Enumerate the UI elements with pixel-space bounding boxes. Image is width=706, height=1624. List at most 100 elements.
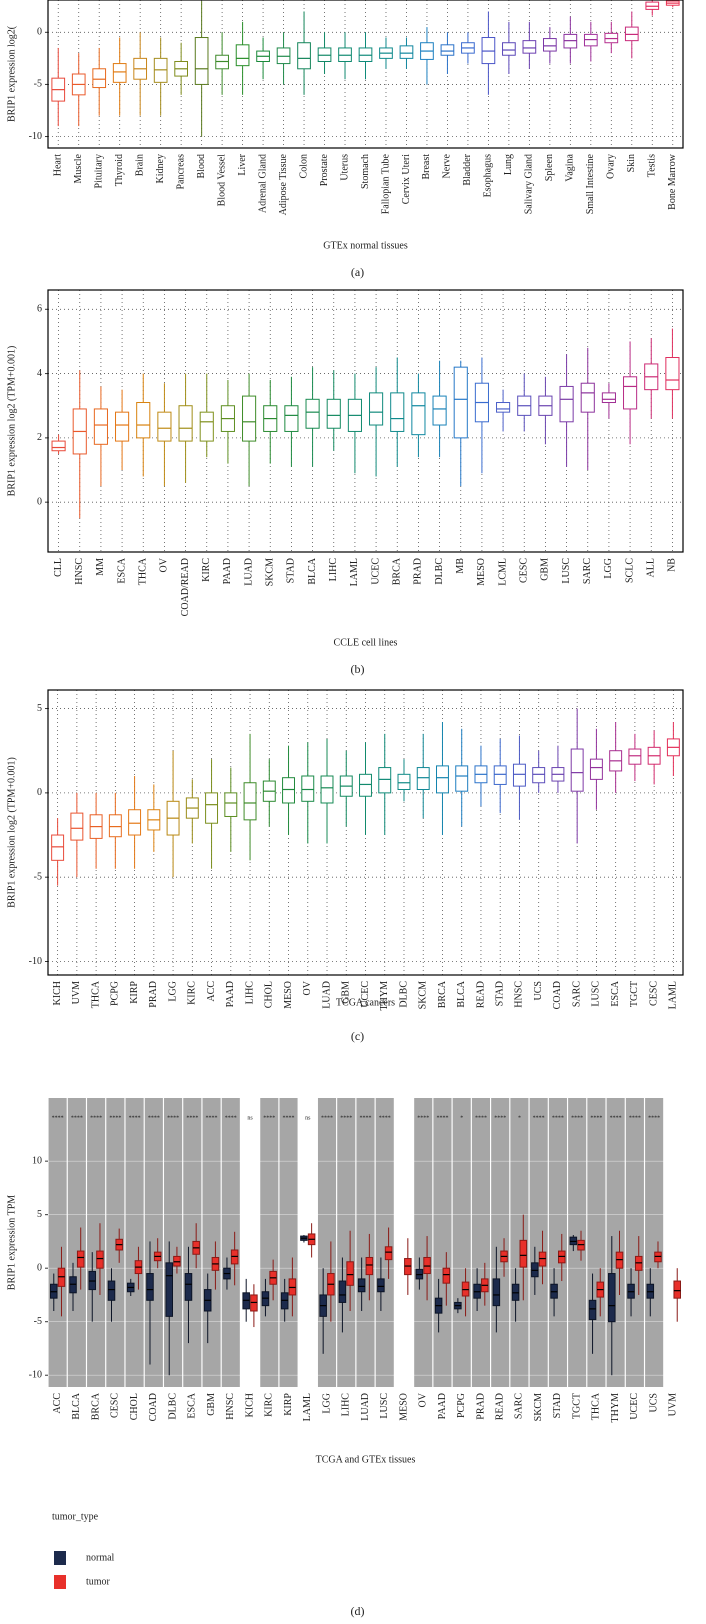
box bbox=[559, 385, 574, 423]
x-tick-label: Thyroid bbox=[114, 154, 125, 186]
box bbox=[365, 1256, 374, 1276]
significance-label: **** bbox=[475, 1115, 487, 1121]
x-tick-label: LGG bbox=[603, 558, 614, 579]
box bbox=[359, 773, 372, 797]
box bbox=[378, 767, 392, 794]
significance-label: **** bbox=[590, 1115, 602, 1121]
x-tick-label: UCS bbox=[533, 981, 544, 1000]
x-tick-label: COAD/READ bbox=[180, 558, 191, 616]
x-tick-label: UCEC bbox=[360, 981, 371, 1008]
x-axis-label: TCGA and GTEx tissues bbox=[316, 1454, 416, 1465]
box bbox=[301, 775, 315, 802]
x-tick-label: Liver bbox=[237, 153, 248, 175]
x-tick-label: MESO bbox=[283, 981, 294, 1009]
category-panel bbox=[164, 1098, 183, 1387]
x-tick-label: Nerve bbox=[442, 153, 453, 178]
box bbox=[76, 1250, 85, 1268]
box bbox=[178, 405, 193, 442]
category-panel bbox=[433, 1098, 452, 1387]
x-tick-label: HNSC bbox=[74, 558, 85, 585]
x-tick-label: HNSC bbox=[225, 1393, 236, 1420]
category-panel bbox=[106, 1098, 125, 1387]
plot-frame bbox=[47, 689, 684, 976]
box bbox=[70, 812, 84, 841]
x-tick-label: SKCM bbox=[418, 981, 429, 1009]
x-tick-label: Prostate bbox=[319, 153, 330, 186]
panel-caption: (a) bbox=[351, 265, 364, 279]
box bbox=[338, 1280, 347, 1303]
category-panel bbox=[48, 1098, 67, 1387]
category-panel bbox=[183, 1098, 202, 1387]
box bbox=[384, 1246, 393, 1261]
x-tick-label: Small Intestine bbox=[585, 153, 596, 214]
y-tick-label: 2 bbox=[37, 432, 42, 443]
x-tick-label: READ bbox=[475, 981, 486, 1008]
box bbox=[589, 758, 603, 780]
x-tick-label: Adrenal Gland bbox=[257, 154, 268, 213]
x-tick-label: Blood bbox=[196, 154, 207, 178]
significance-label: **** bbox=[533, 1115, 545, 1121]
category-panel bbox=[298, 1098, 317, 1387]
x-tick-label: BRCA bbox=[392, 557, 403, 585]
x-tick-label: Lung bbox=[503, 154, 514, 175]
x-tick-label: PAAD bbox=[437, 1393, 448, 1419]
x-tick-label: CHOL bbox=[129, 1393, 140, 1420]
x-tick-label: Uterus bbox=[339, 154, 350, 181]
category-panel bbox=[606, 1098, 625, 1387]
significance-label: **** bbox=[148, 1115, 160, 1121]
category-panel bbox=[471, 1098, 490, 1387]
x-tick-label: Heart bbox=[53, 154, 64, 176]
significance-label: **** bbox=[206, 1115, 218, 1121]
plot-frame bbox=[47, 0, 684, 149]
category-panel bbox=[260, 1098, 279, 1387]
x-tick-label: SKCM bbox=[533, 1393, 544, 1421]
box bbox=[305, 398, 320, 429]
x-tick-label: UVM bbox=[668, 1393, 679, 1416]
x-tick-label: UCS bbox=[648, 1393, 659, 1412]
significance-label: **** bbox=[610, 1115, 622, 1121]
legend-key bbox=[54, 1551, 66, 1565]
significance-label: **** bbox=[436, 1115, 448, 1121]
panel-caption: (c) bbox=[351, 1029, 364, 1043]
x-tick-label: THCA bbox=[591, 1392, 602, 1420]
significance-label: ns bbox=[247, 1115, 253, 1121]
y-tick-label: -10 bbox=[29, 956, 42, 967]
box bbox=[377, 1278, 385, 1293]
plot-frame bbox=[47, 289, 684, 553]
x-tick-label: ACC bbox=[52, 1393, 63, 1414]
x-tick-label: SARC bbox=[582, 558, 593, 584]
box bbox=[242, 395, 257, 442]
x-tick-label: LGG bbox=[321, 1393, 332, 1414]
box bbox=[297, 42, 311, 70]
x-tick-label: LUAD bbox=[243, 558, 254, 586]
significance-label: **** bbox=[52, 1115, 64, 1121]
x-tick-label: LUSC bbox=[379, 1393, 390, 1419]
category-panel bbox=[125, 1098, 144, 1387]
legend-label: normal bbox=[86, 1552, 115, 1563]
x-tick-label: PRAD bbox=[475, 1393, 486, 1420]
y-tick-label: -5 bbox=[34, 1316, 42, 1327]
category-panel bbox=[87, 1098, 106, 1387]
x-tick-label: Skin bbox=[626, 154, 637, 172]
x-tick-label: KIRC bbox=[187, 981, 198, 1005]
category-panel bbox=[645, 1098, 664, 1387]
category-panel bbox=[241, 1098, 260, 1387]
x-tick-label: LUSC bbox=[561, 558, 572, 584]
category-panel bbox=[144, 1098, 163, 1387]
significance-label: **** bbox=[167, 1115, 179, 1121]
category-panel bbox=[414, 1098, 433, 1387]
box bbox=[326, 398, 341, 429]
box bbox=[399, 45, 414, 59]
box bbox=[93, 408, 108, 445]
box bbox=[411, 392, 426, 436]
x-tick-label: ACC bbox=[206, 981, 217, 1002]
x-tick-label: Spleen bbox=[544, 154, 555, 181]
x-tick-label: GBM bbox=[206, 1393, 217, 1416]
box bbox=[184, 1273, 193, 1301]
x-tick-label: MESO bbox=[398, 1393, 409, 1421]
x-tick-label: Brain bbox=[134, 154, 145, 176]
x-tick-label: ALL bbox=[646, 558, 657, 577]
x-tick-label: PRAD bbox=[413, 558, 424, 585]
